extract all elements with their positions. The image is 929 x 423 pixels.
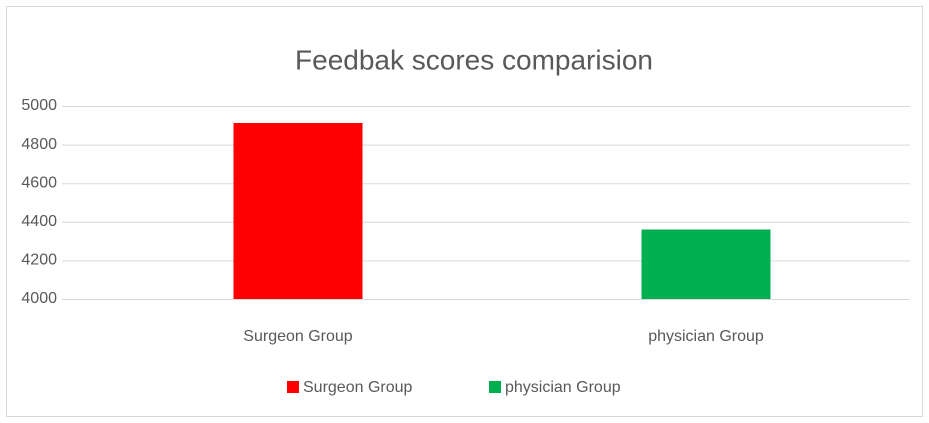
- bar: [641, 229, 771, 299]
- legend-swatch: [287, 381, 299, 393]
- chart-title: Feedbak scores comparision: [295, 44, 653, 75]
- y-tick-label: 4400: [21, 213, 57, 230]
- legend-label: physician Group: [505, 379, 621, 396]
- y-tick-label: 4800: [21, 136, 57, 153]
- chart-border: [6, 6, 923, 417]
- x-tick-label: physician Group: [648, 328, 764, 345]
- y-tick-label: 4200: [21, 252, 57, 269]
- y-tick-label: 4000: [21, 290, 57, 307]
- bar: [233, 122, 363, 299]
- y-tick-label: 5000: [21, 97, 57, 114]
- x-tick-label: Surgeon Group: [243, 328, 353, 345]
- y-tick-label: 4600: [21, 174, 57, 191]
- legend-label: Surgeon Group: [303, 379, 413, 396]
- legend-swatch: [489, 381, 501, 393]
